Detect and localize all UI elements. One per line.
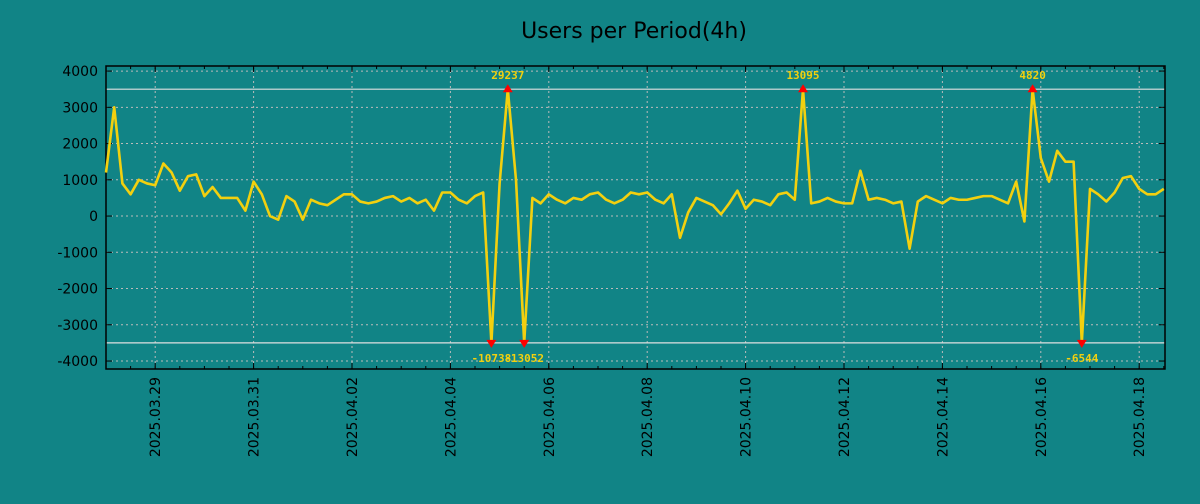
- limit-lines: [106, 88, 1165, 344]
- plot-area: [106, 66, 1165, 369]
- min-label: -6544: [1065, 352, 1098, 365]
- y-tick-label: -3000: [57, 318, 98, 334]
- max-marker: [798, 84, 808, 93]
- min-label: -13052: [504, 352, 544, 365]
- max-marker: [1027, 84, 1038, 93]
- min-marker: [1076, 339, 1087, 348]
- y-tick-label: -4000: [57, 354, 98, 370]
- max-label: 4820: [1019, 69, 1046, 82]
- y-tick-label: 1000: [62, 173, 98, 189]
- x-tick-label: 2025.04.12: [837, 377, 853, 457]
- x-tick-label: 2025.04.02: [345, 377, 361, 457]
- axes: 4000 3000 2000 1000 0 -1000 -2000 -3000 -4000 202…: [57, 64, 1166, 457]
- x-tick-label: 2025.03.31: [247, 377, 263, 457]
- min-label: -10738: [472, 352, 512, 365]
- grid: [106, 66, 1165, 369]
- max-label: 29237: [491, 69, 524, 82]
- chart-title: Users per Period(4h): [521, 19, 747, 44]
- y-tick-label: 3000: [62, 100, 98, 116]
- x-tick-label: 2025.04.04: [443, 377, 459, 457]
- x-tick-label: 2025.04.06: [542, 377, 558, 457]
- x-tick-label: 2025.04.14: [935, 377, 951, 457]
- max-label: 13095: [786, 69, 819, 82]
- min-marker: [519, 339, 530, 348]
- y-tick-label: -1000: [57, 245, 98, 261]
- max-marker: [502, 84, 513, 93]
- x-tick-label: 2025.04.10: [739, 377, 755, 457]
- x-tick-label: 2025.04.16: [1034, 377, 1050, 457]
- y-tick-label: -2000: [57, 282, 98, 298]
- y-tick-label: 4000: [62, 64, 98, 80]
- x-tick-label: 2025.04.18: [1132, 377, 1148, 457]
- min-marker: [486, 339, 497, 348]
- series-line-users: [104, 87, 1165, 345]
- x-tick-label: 2025.03.29: [148, 377, 164, 457]
- y-tick-label: 2000: [62, 137, 98, 153]
- x-tick-label: 2025.04.08: [640, 377, 656, 457]
- series: [104, 87, 1165, 345]
- y-tick-label: 0: [89, 209, 98, 225]
- annotations: -10738 29237 -13052 13095 4820 -6544: [472, 69, 1099, 365]
- plot-frame: [105, 65, 1166, 370]
